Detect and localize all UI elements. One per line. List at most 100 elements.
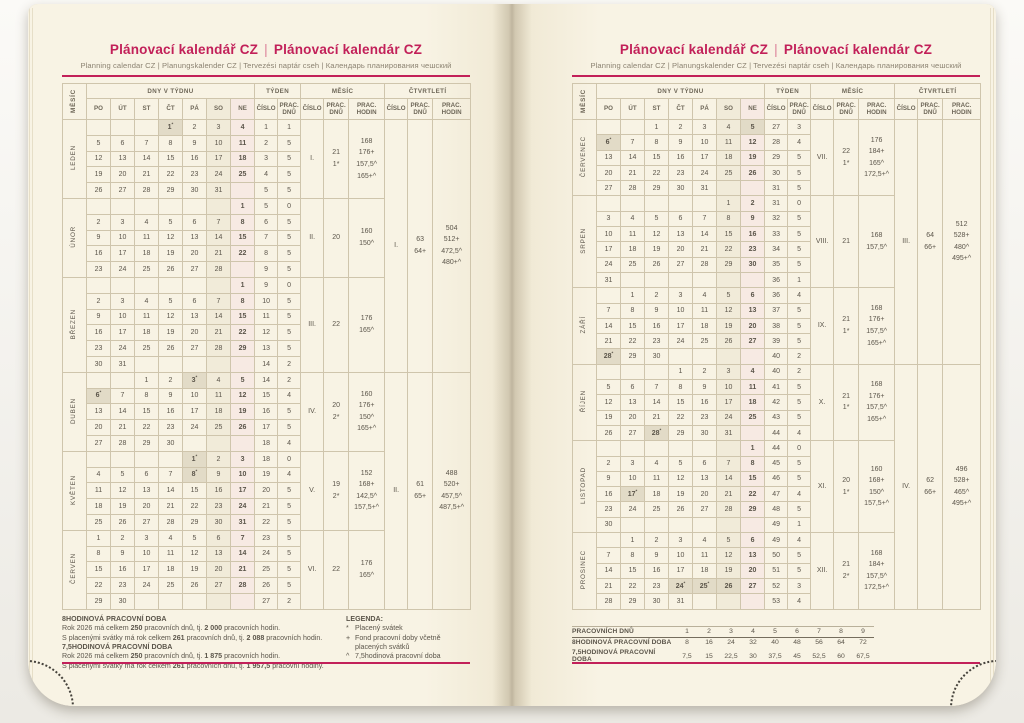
day-cell: 16 <box>668 149 693 166</box>
day-cell: 19 <box>668 486 693 503</box>
week-workdays-cell: 5 <box>277 308 302 326</box>
week-workdays-cell: 4 <box>277 387 302 405</box>
week-row: 19 20 21 22 23 24 25 4 5 <box>63 166 471 184</box>
week-workdays-cell: 5 <box>277 213 302 231</box>
day-cell: 27 <box>110 182 135 199</box>
day-cell <box>596 195 621 212</box>
day-cell <box>182 355 207 373</box>
day-cell: 2 <box>86 213 111 231</box>
month-number-cell: II. <box>300 197 325 278</box>
day-cell: 5 <box>229 371 256 389</box>
week-row: ČERVENEC 1 2 3 4 5 27 3 VII. 22 1* 176 184+ 165^ 1… <box>572 118 982 365</box>
month-name-label: LISTOPAD <box>580 467 588 505</box>
day-cell: 1* <box>182 450 207 468</box>
month-workdays-cell: 21 1* <box>833 287 860 365</box>
week-number-cell: 4 <box>254 166 279 184</box>
week-number-header: ČÍSLO <box>764 98 789 120</box>
day-cell: 25 <box>206 419 231 436</box>
week-number-cell: 14 <box>254 371 279 389</box>
week-workdays-cell: 5 <box>277 513 302 531</box>
day-cell <box>668 271 693 289</box>
day-cell: 26 <box>644 256 669 273</box>
day-cell: 28 <box>158 513 183 531</box>
day-cell: 10 <box>206 134 231 152</box>
day-cell: 24 <box>182 419 207 436</box>
month-name-cell: ČERVENEC <box>572 118 597 197</box>
day-cell: 8 <box>229 213 256 231</box>
day-cell <box>644 516 669 534</box>
day-cell: 25 <box>716 164 741 182</box>
month-name-label: ZÁŘÍ <box>580 316 588 334</box>
week-number-cell: 51 <box>764 562 789 579</box>
day-cell: 21 <box>229 561 256 579</box>
month-workhours-cell: 176 184+ 165^ 172,5+^ <box>858 118 896 197</box>
value-cell: 4 <box>742 625 764 638</box>
week-workdays-cell: 5 <box>787 317 812 335</box>
month-name-label: SRPEN <box>580 228 588 254</box>
month-name-label: DUBEN <box>70 397 78 424</box>
title-czech: Plánovací kalendář CZ <box>619 42 769 57</box>
week-row: 7 8 9 10 11 12 13 50 5 <box>573 547 981 564</box>
day-cell: 19 <box>716 562 741 579</box>
day-cell: 7 <box>158 466 183 484</box>
quarter-number-header: ČÍSLO <box>384 98 409 120</box>
day-cell: 11 <box>86 482 111 500</box>
day-cell: 6 <box>110 134 135 152</box>
month-name-cell: SRPEN <box>572 195 597 289</box>
week-workdays-cell: 5 <box>277 340 302 357</box>
day-cell: 28 <box>229 577 256 594</box>
day-cell: 20 <box>206 561 231 579</box>
day-cell: 5 <box>182 529 207 547</box>
month-number-header: ČÍSLO <box>810 98 835 120</box>
value-cell: 16 <box>705 639 713 646</box>
week-workdays-cell: 5 <box>277 529 302 547</box>
day-cell <box>692 195 717 212</box>
month-workhours-cell: 168 176+ 157,5^ 165+^ <box>858 363 896 442</box>
day-cell <box>668 348 693 365</box>
day-cell: 29 <box>716 256 741 273</box>
week-number-cell: 31 <box>764 180 789 197</box>
day-cell: 31 <box>668 593 693 610</box>
day-cell: 5 <box>668 455 693 472</box>
day-cell: 8 <box>229 292 256 310</box>
day-name-header: NE <box>229 98 256 120</box>
day-cell: 11 <box>716 134 741 151</box>
day-cell: 24 <box>134 577 159 594</box>
row-label: 8HODINOVÁ PRACOVNÍ DOBA <box>572 639 672 646</box>
day-cell: 25 <box>134 340 159 357</box>
day-cell <box>596 118 621 136</box>
legend-text: 7,5hodinová pracovní doba <box>355 652 441 661</box>
quarter-workhours-cell: 512 528+ 480^ 495+^ <box>942 119 982 365</box>
day-cell: 26 <box>110 513 135 531</box>
day-cell <box>158 276 183 294</box>
day-cell: 16 <box>86 324 111 342</box>
day-cell: 12 <box>739 134 766 151</box>
week-workdays-cell: 5 <box>787 302 812 319</box>
worktime-summary: 8HODINOVÁ PRACOVNÍ DOBA Rok 2026 má celke… <box>62 615 330 671</box>
day-cell: 2 <box>206 450 231 468</box>
day-cell: 22 <box>229 324 256 342</box>
week-workdays-cell: 5 <box>787 241 812 258</box>
day-cell: 20 <box>668 241 693 258</box>
month-number-cell: XI. <box>810 440 835 534</box>
day-cell: 8 <box>134 387 159 405</box>
title-czech: Plánovací kalendář CZ <box>109 42 259 57</box>
footer-rule-right <box>572 662 980 664</box>
day-cell: 10 <box>668 302 693 319</box>
week-row: 21 22 23 24 25 26 27 39 5 <box>573 333 981 350</box>
quarter-workhours-header: PRAC. HODIN <box>942 98 982 120</box>
day-cell: 9 <box>692 379 717 396</box>
day-cell: 18 <box>620 241 645 258</box>
week-number-cell: 48 <box>764 501 789 518</box>
week-number-cell: 19 <box>254 466 279 484</box>
day-cell: 25 <box>158 577 183 594</box>
day-cell: 5 <box>644 210 669 228</box>
month-workdays-cell: 20 2* <box>323 371 350 452</box>
day-cell <box>692 516 717 534</box>
week-number-cell: 50 <box>764 547 789 564</box>
week-number-cell: 9 <box>254 261 279 278</box>
month-number-cell: V. <box>300 450 325 531</box>
day-cell: 3 <box>110 292 135 310</box>
day-cell: 7 <box>206 292 231 310</box>
day-cell <box>596 532 621 549</box>
